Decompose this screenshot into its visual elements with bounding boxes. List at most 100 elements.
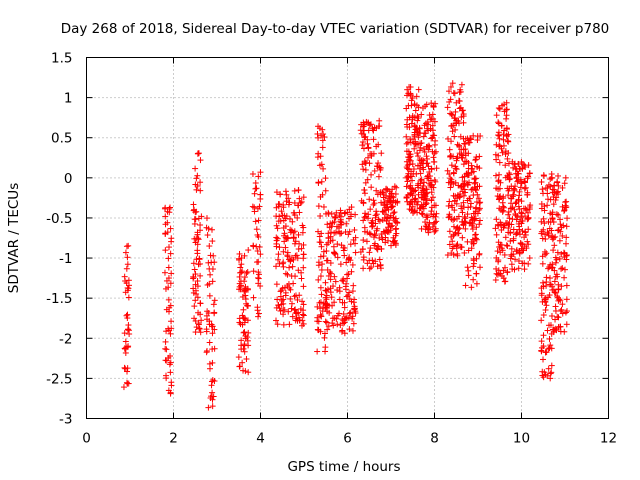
data-point xyxy=(331,249,338,256)
data-point xyxy=(555,172,562,179)
data-point xyxy=(343,259,350,266)
data-point xyxy=(414,198,421,205)
data-point xyxy=(455,97,462,104)
data-point xyxy=(245,329,252,336)
data-point xyxy=(390,234,397,241)
data-point xyxy=(362,159,369,166)
data-point xyxy=(331,273,338,280)
data-point xyxy=(374,163,381,170)
data-point xyxy=(432,219,439,226)
data-point xyxy=(343,314,350,321)
data-point xyxy=(512,256,519,263)
data-point xyxy=(349,313,356,320)
data-point xyxy=(327,260,334,267)
data-point xyxy=(420,203,427,210)
data-point xyxy=(404,178,411,185)
data-point xyxy=(429,194,436,201)
data-point xyxy=(368,219,375,226)
data-point xyxy=(362,179,369,186)
data-point xyxy=(121,330,128,337)
data-point xyxy=(327,270,334,277)
data-point xyxy=(317,253,324,260)
data-point xyxy=(125,277,132,284)
data-point xyxy=(448,176,455,183)
data-point xyxy=(352,240,359,247)
data-point xyxy=(273,237,280,244)
data-point xyxy=(291,307,298,314)
data-point xyxy=(473,280,480,287)
data-point xyxy=(281,230,288,237)
data-point xyxy=(473,224,480,231)
data-point xyxy=(296,240,303,247)
data-point xyxy=(412,107,419,114)
data-point xyxy=(555,226,562,233)
data-point xyxy=(241,319,248,326)
data-point xyxy=(168,318,175,325)
data-point xyxy=(332,278,339,285)
data-point xyxy=(164,219,171,226)
data-point xyxy=(238,261,245,268)
data-point xyxy=(548,362,555,369)
data-point xyxy=(432,227,439,234)
data-point xyxy=(318,161,325,168)
data-point xyxy=(501,251,508,258)
data-point xyxy=(392,218,399,225)
data-point xyxy=(549,261,556,268)
data-point xyxy=(299,298,306,305)
data-point xyxy=(372,220,379,227)
data-point xyxy=(404,123,411,130)
data-point xyxy=(427,177,434,184)
data-point xyxy=(467,135,474,142)
data-point xyxy=(276,244,283,251)
data-point xyxy=(474,191,481,198)
data-point xyxy=(328,210,335,217)
data-point xyxy=(448,153,455,160)
data-point xyxy=(406,83,413,90)
data-point xyxy=(550,234,557,241)
y-tick-label: -0.5 xyxy=(46,211,72,227)
data-point xyxy=(368,264,375,271)
data-point xyxy=(191,266,198,273)
data-point xyxy=(414,150,421,157)
data-point xyxy=(194,172,201,179)
data-point xyxy=(292,306,299,313)
x-axis-label: GPS time / hours xyxy=(287,459,400,475)
data-point xyxy=(428,135,435,142)
data-point xyxy=(333,209,340,216)
data-point xyxy=(300,224,307,231)
data-point xyxy=(322,187,329,194)
data-point xyxy=(373,143,380,150)
data-point xyxy=(505,208,512,215)
data-point xyxy=(375,243,382,250)
data-point xyxy=(381,207,388,214)
data-point xyxy=(285,308,292,315)
data-point xyxy=(418,225,425,232)
data-point xyxy=(558,265,565,272)
data-point xyxy=(517,176,524,183)
data-point xyxy=(497,249,504,256)
data-point xyxy=(468,200,475,207)
data-point xyxy=(548,369,555,376)
data-point xyxy=(449,80,456,87)
data-point xyxy=(412,195,419,202)
data-point xyxy=(561,328,568,335)
data-point xyxy=(273,281,280,288)
data-point xyxy=(318,313,325,320)
data-point xyxy=(339,327,346,334)
data-point xyxy=(317,239,324,246)
data-point xyxy=(190,289,197,296)
data-point xyxy=(414,128,421,135)
data-point xyxy=(426,112,433,119)
data-point xyxy=(197,157,204,164)
data-point xyxy=(165,354,172,361)
data-point xyxy=(506,170,513,177)
data-point xyxy=(194,231,201,238)
data-point xyxy=(458,81,465,88)
data-point xyxy=(166,209,173,216)
data-point xyxy=(315,327,322,334)
data-point xyxy=(417,170,424,177)
data-point xyxy=(495,120,502,127)
data-point xyxy=(319,144,326,151)
data-point xyxy=(555,191,562,198)
data-point xyxy=(329,315,336,322)
